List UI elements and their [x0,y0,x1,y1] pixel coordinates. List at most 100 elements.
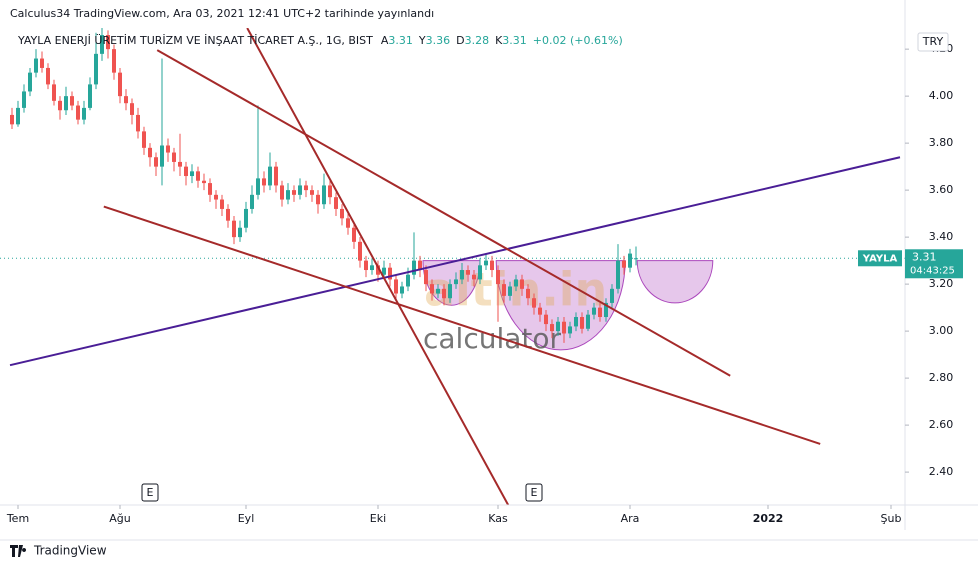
y-tick-label: 4.00 [929,89,954,102]
candle-body [382,267,386,275]
candle-body [634,258,638,260]
candle-body [412,260,416,275]
candle-body [376,265,380,275]
candle-body [598,307,602,318]
candle-body [526,288,530,299]
watermark: calculator [423,322,562,355]
candle-body [520,279,524,289]
candle-body [358,241,362,261]
candle-body [22,91,26,108]
candle-body [616,260,620,289]
candle-body [574,317,578,327]
axes: 2.402.602.803.003.203.403.603.804.004.20… [6,42,963,525]
candle-body [94,53,98,85]
cup-pattern [636,260,714,304]
candle-body [400,286,404,294]
candle-body [622,260,626,268]
candle-body [88,84,92,108]
candle-body [232,220,236,238]
candle-body [10,114,14,125]
candle-body [268,166,272,186]
candle-body [40,58,44,68]
candle-body [406,274,410,287]
price-tag [905,249,963,279]
candle-body [52,84,56,101]
candle-body [448,284,452,299]
candle-body [238,227,242,238]
candle-body [436,288,440,294]
ohlc-key: A [381,34,389,47]
candle-body [16,107,20,125]
candle-body [118,72,122,97]
event-marker [525,483,543,502]
candle-body [496,270,500,285]
plot [0,28,905,505]
x-tick-label: Şub [881,512,902,525]
event-marker [141,483,159,502]
x-tick-label: 2022 [753,512,784,525]
ohlc-value: 3.28 [465,34,490,47]
candle-body [196,171,200,181]
symbol: YAYLA ENERJİ ÜRETİM TURİZM VE İNŞAAT TİC… [17,34,373,47]
trend-line [246,28,510,505]
ohlc-legend: A 3.31 Y 3.36 D 3.28 K 3.31 +0.02 (+0.61%) [381,34,623,47]
candle-body [490,260,494,271]
candle-body [370,265,374,271]
candle-body [298,185,302,195]
candle-body [28,72,32,92]
candle-body [514,279,518,287]
candle-body [64,96,68,111]
y-tick-label: 3.60 [929,183,954,196]
candle-body [334,197,338,209]
candle-body [586,314,590,329]
ohlc-change: +0.02 (+0.61%) [533,34,623,47]
ohlc-key: Y [418,34,426,47]
candle-body [46,67,50,85]
trend-line [9,156,901,367]
candle-body [388,267,392,280]
candle-body [154,157,158,167]
x-tick-label: Kas [488,512,508,525]
candle-body [286,190,290,200]
candle-body [544,314,548,325]
candle-body [166,145,170,153]
candle-body [508,286,512,296]
candle-body [322,185,326,205]
candle-body [112,49,116,73]
candle-body [538,307,542,315]
candle-body [580,317,584,329]
candle-body [346,218,350,228]
ohlc-value: 3.31 [502,34,527,47]
y-tick-label: 2.80 [929,371,954,384]
x-tick-label: Eyl [238,512,255,525]
candle-body [244,208,248,228]
candle-body [190,171,194,177]
ohlc-value: 3.31 [388,34,413,47]
x-tick-label: Tem [6,512,29,525]
candle-body [262,178,266,186]
y-tick-label: 3.00 [929,324,954,337]
candle-body [280,185,284,200]
candle-body [130,103,134,115]
candle-body [160,145,164,167]
candle-body [550,324,554,332]
price-tag-label: 3.31 [912,250,937,263]
candle-body [568,326,572,334]
candle-body [472,274,476,280]
candle-body [562,321,566,334]
candle-body [430,284,434,294]
candle-body [592,307,596,315]
candle-body [454,279,458,285]
candle-body [340,208,344,219]
candle-body [502,284,506,296]
candle-body [142,131,146,148]
trend-line [156,49,731,377]
x-tick-label: Ara [621,512,640,525]
event-label: E [147,486,154,499]
candle-body [76,105,80,120]
candle-body [208,183,212,195]
candle-body [100,35,104,54]
currency: TRY [922,35,944,48]
